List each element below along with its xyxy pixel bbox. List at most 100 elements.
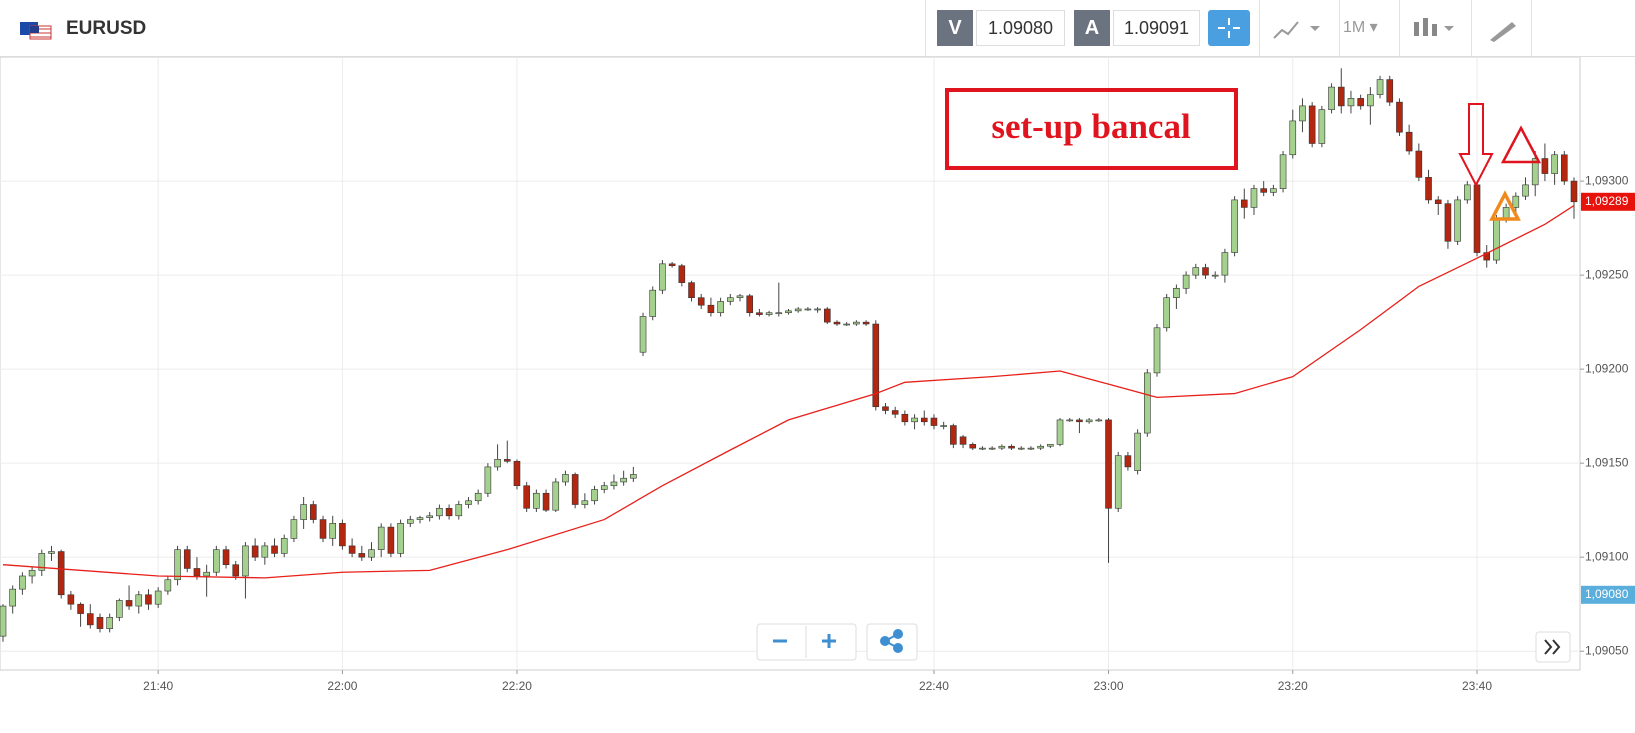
candle-body [271,545,278,554]
candle-body [193,568,201,577]
candle-body [77,603,84,614]
candle-body [1493,218,1500,261]
ask-price[interactable]: 1.09091 [1113,10,1200,46]
price-tag-label: 1,09080 [1585,587,1629,601]
candle-body [348,545,356,554]
candle-body [1279,154,1287,189]
candle-body [1337,86,1345,107]
candle-body [1483,252,1491,261]
candle-body [930,417,938,426]
candle-body [1037,445,1044,449]
candle-body [591,489,598,502]
candle-body [804,308,812,311]
candle-body [116,600,123,618]
candle-body [416,517,424,520]
candle-body [1008,445,1015,449]
candle-body [959,436,967,445]
x-tick-label: 21:40 [143,679,173,693]
candle-body [154,590,162,605]
candle-body [232,564,240,577]
x-tick-label: 22:40 [919,679,949,693]
candle-body [242,545,249,577]
candle-body [639,316,647,353]
x-tick-label: 23:00 [1094,679,1124,693]
price-tag-label: 1,09289 [1585,194,1629,208]
candle-body [600,485,608,490]
candle-body [1502,207,1510,220]
chart-type-button[interactable] [1259,0,1340,56]
crosshair-button[interactable] [1208,10,1250,46]
annotation: set-up bancal [991,107,1191,146]
candle-body [280,538,288,554]
candle-body [1047,444,1054,447]
draw-button[interactable] [1471,0,1532,56]
share-button[interactable] [866,623,918,661]
candle-body [1551,154,1558,174]
candle-body [688,282,695,298]
candle-body [377,526,385,550]
scroll-button[interactable] [1535,631,1571,663]
candle-body [1299,105,1306,122]
candle-body [1464,184,1471,201]
zoom-in[interactable] [822,634,836,648]
candle-body [1134,432,1141,471]
candle-body [523,485,530,509]
candle-body [901,413,909,423]
candle-body [125,600,133,607]
candle-body [465,500,472,505]
candle-body [950,425,957,445]
candle-body [1260,188,1267,193]
candle-style-button[interactable] [1399,0,1472,56]
candle-body [1415,150,1423,178]
plot-area [0,56,1581,671]
candle-body [630,474,637,479]
candle-body [1425,177,1432,201]
candle-body [1367,94,1374,107]
price-tag [1581,585,1635,604]
bid-price[interactable]: 1.09080 [976,10,1065,46]
candle-body [494,459,501,468]
candle-body [445,507,453,517]
candle-body [552,481,560,511]
candle-body [203,571,210,577]
candle-body [1114,455,1122,509]
candle-body [96,617,104,629]
price-tag [1581,192,1635,211]
up-triangle [1500,125,1542,164]
candle-body [668,263,676,267]
candle-body [1318,109,1326,144]
candle-body [998,445,1006,449]
candle-body [38,553,46,571]
y-tick-label: 1,09150 [1585,455,1629,469]
candle-body [1027,447,1035,450]
candle-body [765,312,773,315]
candle-body [1017,447,1025,450]
ask-label[interactable]: A [1074,10,1110,46]
candle-body [290,519,298,539]
candle-body [581,500,589,505]
candle-body [261,545,269,558]
timeframe-button[interactable]: 1M ▾ [1339,0,1400,56]
candle-body [9,588,16,607]
x-tick-label: 22:00 [327,679,357,693]
candle-body [503,459,511,462]
candle-body [484,466,492,494]
candle-body [1541,158,1549,174]
candle-body [1386,79,1394,103]
zoom-controls [756,623,1571,663]
orange-triangle [1489,190,1521,221]
candle-body [358,553,366,558]
bid-label[interactable]: V [937,10,973,46]
candle-body [707,304,715,314]
candle-body [1192,267,1200,276]
candle-body [1289,120,1297,156]
separator [1531,0,1532,56]
candle-body [843,323,850,326]
candle-body [397,523,404,554]
x-tick-label: 23:20 [1278,679,1308,693]
candle-body [833,321,841,325]
candle-body [135,594,143,607]
candle-body [1211,274,1219,277]
toolbar: EURUSD V 1.09080 A 1.09091 1M ▾ [0,0,1635,57]
